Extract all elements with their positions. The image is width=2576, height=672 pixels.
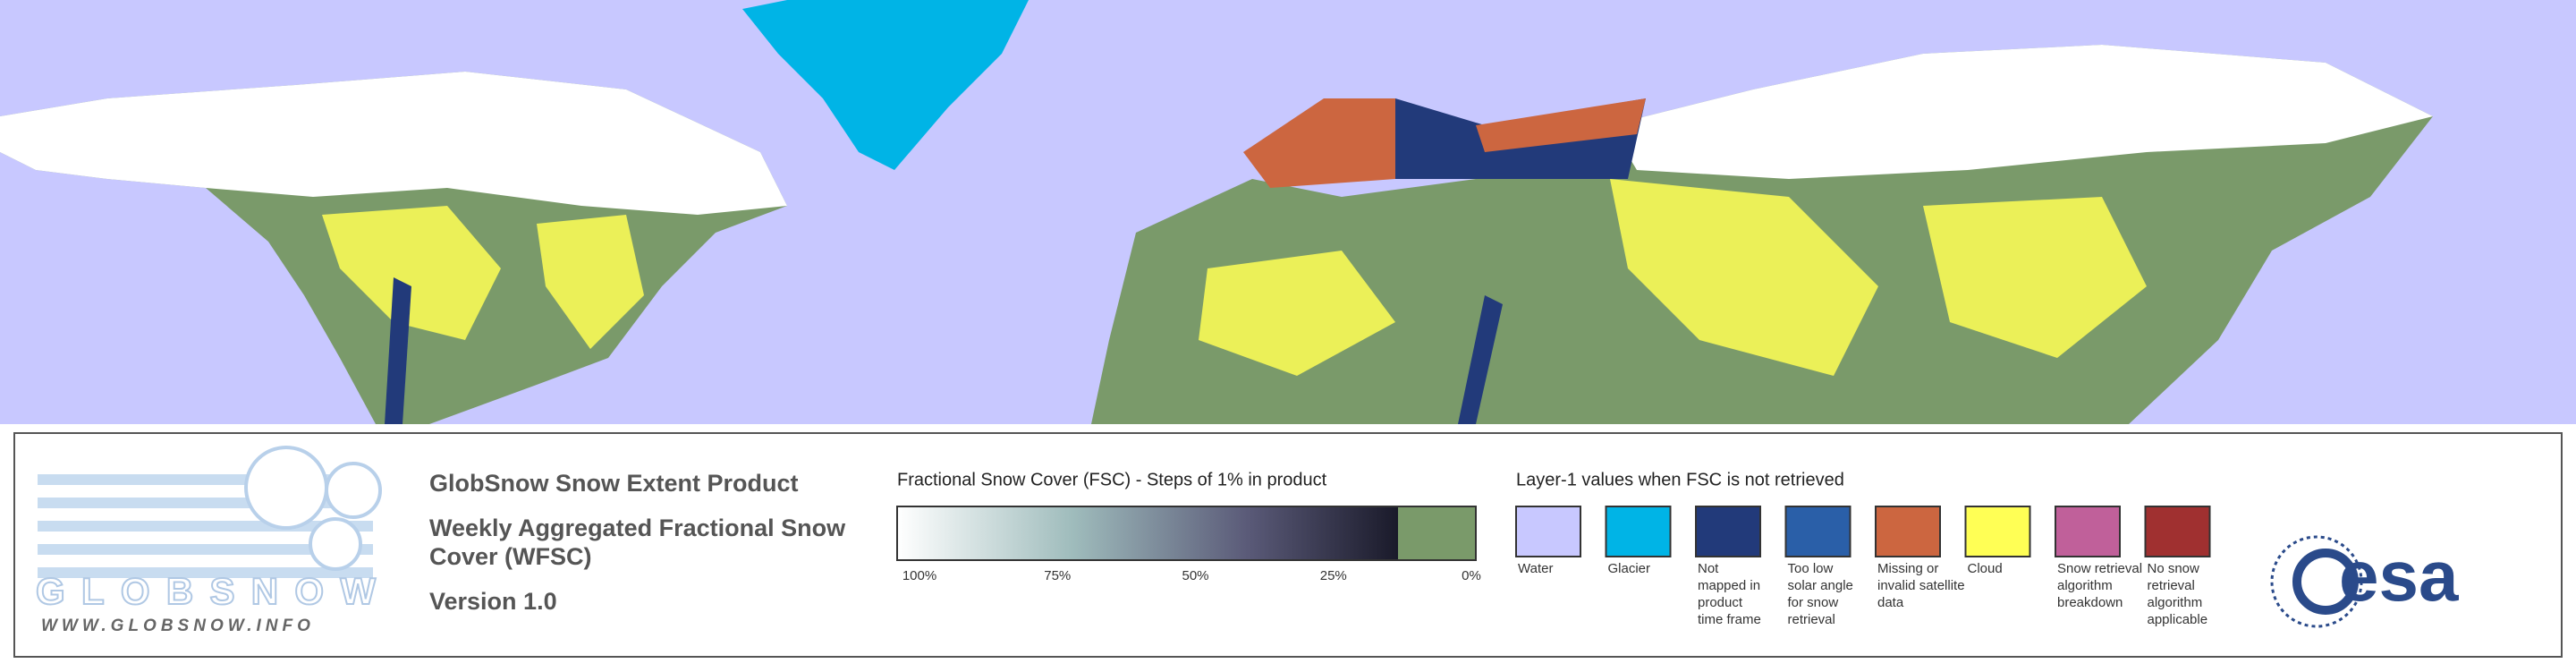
colorbar-tick-label: 50% (1182, 568, 1208, 583)
class-label: solar angle (1788, 578, 1853, 593)
class-label: breakdown (2057, 595, 2123, 610)
colorbar-tick-label: 75% (1044, 568, 1071, 583)
class-label: time frame (1698, 612, 1761, 627)
class-label: retrieval (2148, 578, 2195, 593)
class-label: algorithm (2057, 578, 2113, 593)
product-title: GlobSnow Snow Extent Product (429, 470, 799, 497)
class-label: product (1698, 595, 1743, 610)
class-label: mapped in (1698, 578, 1760, 593)
logo-url: WWW.GLOBSNOW.INFO (41, 617, 315, 635)
class-label: applicable (2148, 612, 2208, 627)
product-version: Version 1.0 (429, 588, 557, 615)
class-label: No snow (2148, 561, 2200, 576)
class-swatch (1515, 506, 1581, 557)
class-label: retrieval (1788, 612, 1835, 627)
colorbar-frame (896, 506, 1477, 561)
class-label: data (1877, 595, 1904, 610)
class-swatch (2144, 506, 2211, 557)
colorbar-zero (1398, 506, 1476, 560)
class-swatch (1695, 506, 1761, 557)
esa-logo: esa (2270, 535, 2459, 628)
class-label: Too low (1788, 561, 1834, 576)
snow-map (0, 0, 2576, 424)
class-label: Water (1518, 561, 1553, 576)
esa-wordmark: esa (2339, 536, 2459, 616)
class-swatch (1605, 506, 1672, 557)
product-subtitle: Weekly Aggregated Fractional Snow (429, 515, 846, 541)
colorbar-tick-label: 25% (1320, 568, 1347, 583)
colorbar-title: Fractional Snow Cover (FSC) - Steps of 1… (897, 470, 1327, 489)
class-label: Snow retrieval (2057, 561, 2142, 576)
class-label: Not (1698, 561, 1719, 576)
class-swatch (1964, 506, 2031, 557)
class-label: algorithm (2148, 595, 2203, 610)
class-swatch (1784, 506, 1852, 557)
colorbar-tick-label: 100% (902, 568, 936, 583)
class-label: Glacier (1608, 561, 1651, 576)
class-swatch (1875, 506, 1941, 557)
class-label: Cloud (1968, 561, 2003, 576)
class-label: for snow (1788, 595, 1839, 610)
class-swatch (2055, 506, 2121, 557)
colorbar-tick-label: 0% (1462, 568, 1481, 583)
layer1-title: Layer-1 values when FSC is not retrieved (1516, 470, 1844, 489)
class-label: Missing or (1877, 561, 1938, 576)
product-subtitle: Cover (WFSC) (429, 543, 592, 570)
colorbar-gradient (897, 506, 1398, 560)
class-label: invalid satellite (1877, 578, 1965, 593)
